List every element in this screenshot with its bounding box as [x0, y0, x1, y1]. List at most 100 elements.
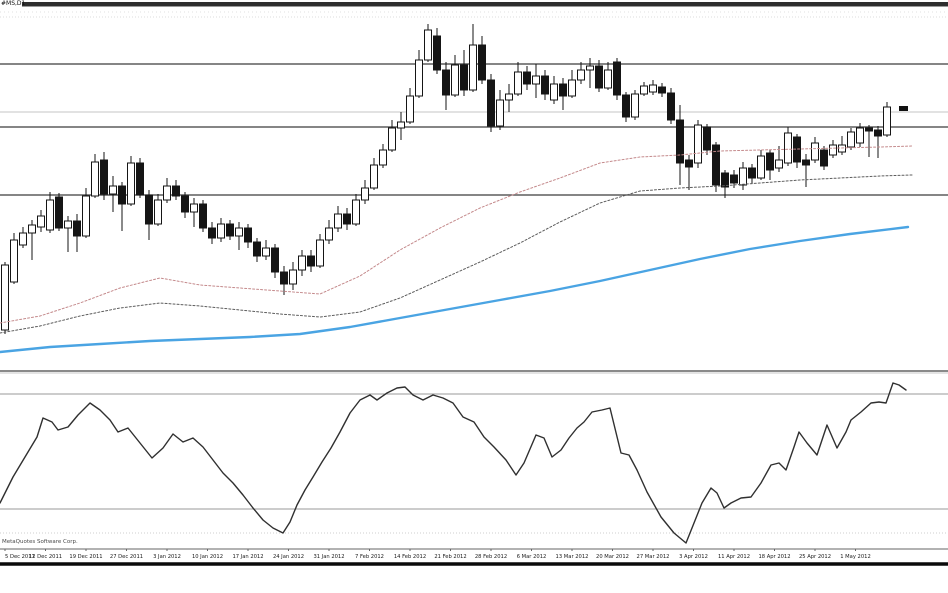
x-axis-label: 10 Jan 2012 [192, 554, 223, 560]
candle [388, 120, 396, 152]
candle-body-down [721, 172, 729, 188]
candle-body-down [73, 220, 81, 237]
candle-body-down [685, 159, 693, 168]
candle [271, 244, 279, 278]
candle [811, 137, 819, 163]
candle-body-up [325, 227, 333, 241]
candle [694, 120, 702, 168]
candle [550, 76, 558, 104]
candle [190, 198, 198, 227]
candle [10, 233, 18, 284]
candle [721, 170, 729, 198]
candle-body-down [280, 271, 288, 285]
candle [739, 162, 747, 190]
candle-body-up [739, 167, 747, 186]
candle-body-down [802, 159, 810, 166]
candle-body-up [289, 269, 297, 285]
candle-body-down [181, 195, 189, 213]
candle-body-up [514, 71, 522, 95]
candle-body-down [523, 71, 531, 85]
candle [226, 220, 234, 240]
candle-body-down [541, 75, 549, 95]
candle-body-up [154, 199, 162, 225]
x-axis-label: 27 Dec 2011 [110, 554, 143, 560]
candle [181, 192, 189, 218]
x-axis-label: 3 Apr 2012 [679, 554, 708, 560]
x-axis-label: 19 Dec 2011 [69, 554, 102, 560]
candle-body-down [874, 129, 882, 137]
candle-body-up [496, 99, 504, 127]
candle-body-down [244, 227, 252, 243]
x-axis-label: 18 Apr 2012 [758, 554, 790, 560]
candle-body-up [82, 195, 90, 237]
candle [253, 238, 261, 262]
candle [325, 220, 333, 244]
candle [145, 190, 153, 240]
candle [244, 224, 252, 248]
candle-body-up [46, 199, 54, 231]
candle [343, 208, 351, 230]
candle [676, 105, 684, 185]
candle [262, 240, 270, 260]
candle-body-down [460, 64, 468, 91]
candle [37, 210, 45, 232]
candle [460, 50, 468, 96]
candle-body-down [865, 127, 873, 132]
candle-body-up [28, 224, 36, 234]
x-axis-label: 1 May 2012 [840, 554, 871, 560]
ma-mid-dark-dotted [0, 174, 913, 334]
candle-body-up [415, 59, 423, 97]
candle-body-up [640, 85, 648, 95]
candle [397, 112, 405, 140]
candle-body-up [64, 220, 72, 229]
candle-body-down [487, 79, 495, 127]
candle [820, 146, 828, 170]
candle-body-up [370, 164, 378, 189]
candle-body-up [388, 127, 396, 151]
candle [703, 124, 711, 155]
candle-body-up [163, 185, 171, 201]
candle-body-down [559, 83, 567, 97]
candle [631, 90, 639, 120]
candle [280, 266, 288, 295]
candle-body-down [100, 159, 108, 195]
candle [406, 88, 414, 124]
candle-body-up [316, 239, 324, 267]
candle-body-up [883, 106, 891, 136]
candle-body-up [109, 185, 117, 195]
candle-body-up [406, 95, 414, 123]
candle-body-up [847, 131, 855, 148]
candle-body-up [352, 199, 360, 225]
candle [289, 262, 297, 290]
x-axis-label: 20 Mar 2012 [596, 554, 629, 560]
candle [64, 216, 72, 252]
oscillator-line [0, 382, 907, 544]
candle [424, 24, 432, 62]
candle-body-up [127, 162, 135, 205]
candle [127, 156, 135, 206]
candle-body-up [361, 187, 369, 201]
candle-body-up [235, 227, 243, 237]
window-top-border [22, 2, 948, 7]
candle-body-up [217, 223, 225, 239]
candle-body-down [703, 126, 711, 151]
candle-body-up [649, 84, 657, 93]
candle [802, 154, 810, 187]
x-axis-label: 17 Jan 2012 [232, 554, 263, 560]
candle [613, 58, 621, 100]
candle [865, 125, 873, 157]
candle-body-up [190, 203, 198, 213]
candle [82, 188, 90, 238]
candle [100, 152, 108, 200]
candle [649, 80, 657, 95]
candle-body-down [271, 247, 279, 273]
x-axis-label: 3 Jan 2012 [153, 554, 181, 560]
candle-body-down [226, 223, 234, 237]
candle-body-up [10, 239, 18, 283]
candle-body-down [622, 94, 630, 118]
candle [793, 134, 801, 168]
candle-body-up [298, 255, 306, 271]
candle [109, 176, 117, 212]
